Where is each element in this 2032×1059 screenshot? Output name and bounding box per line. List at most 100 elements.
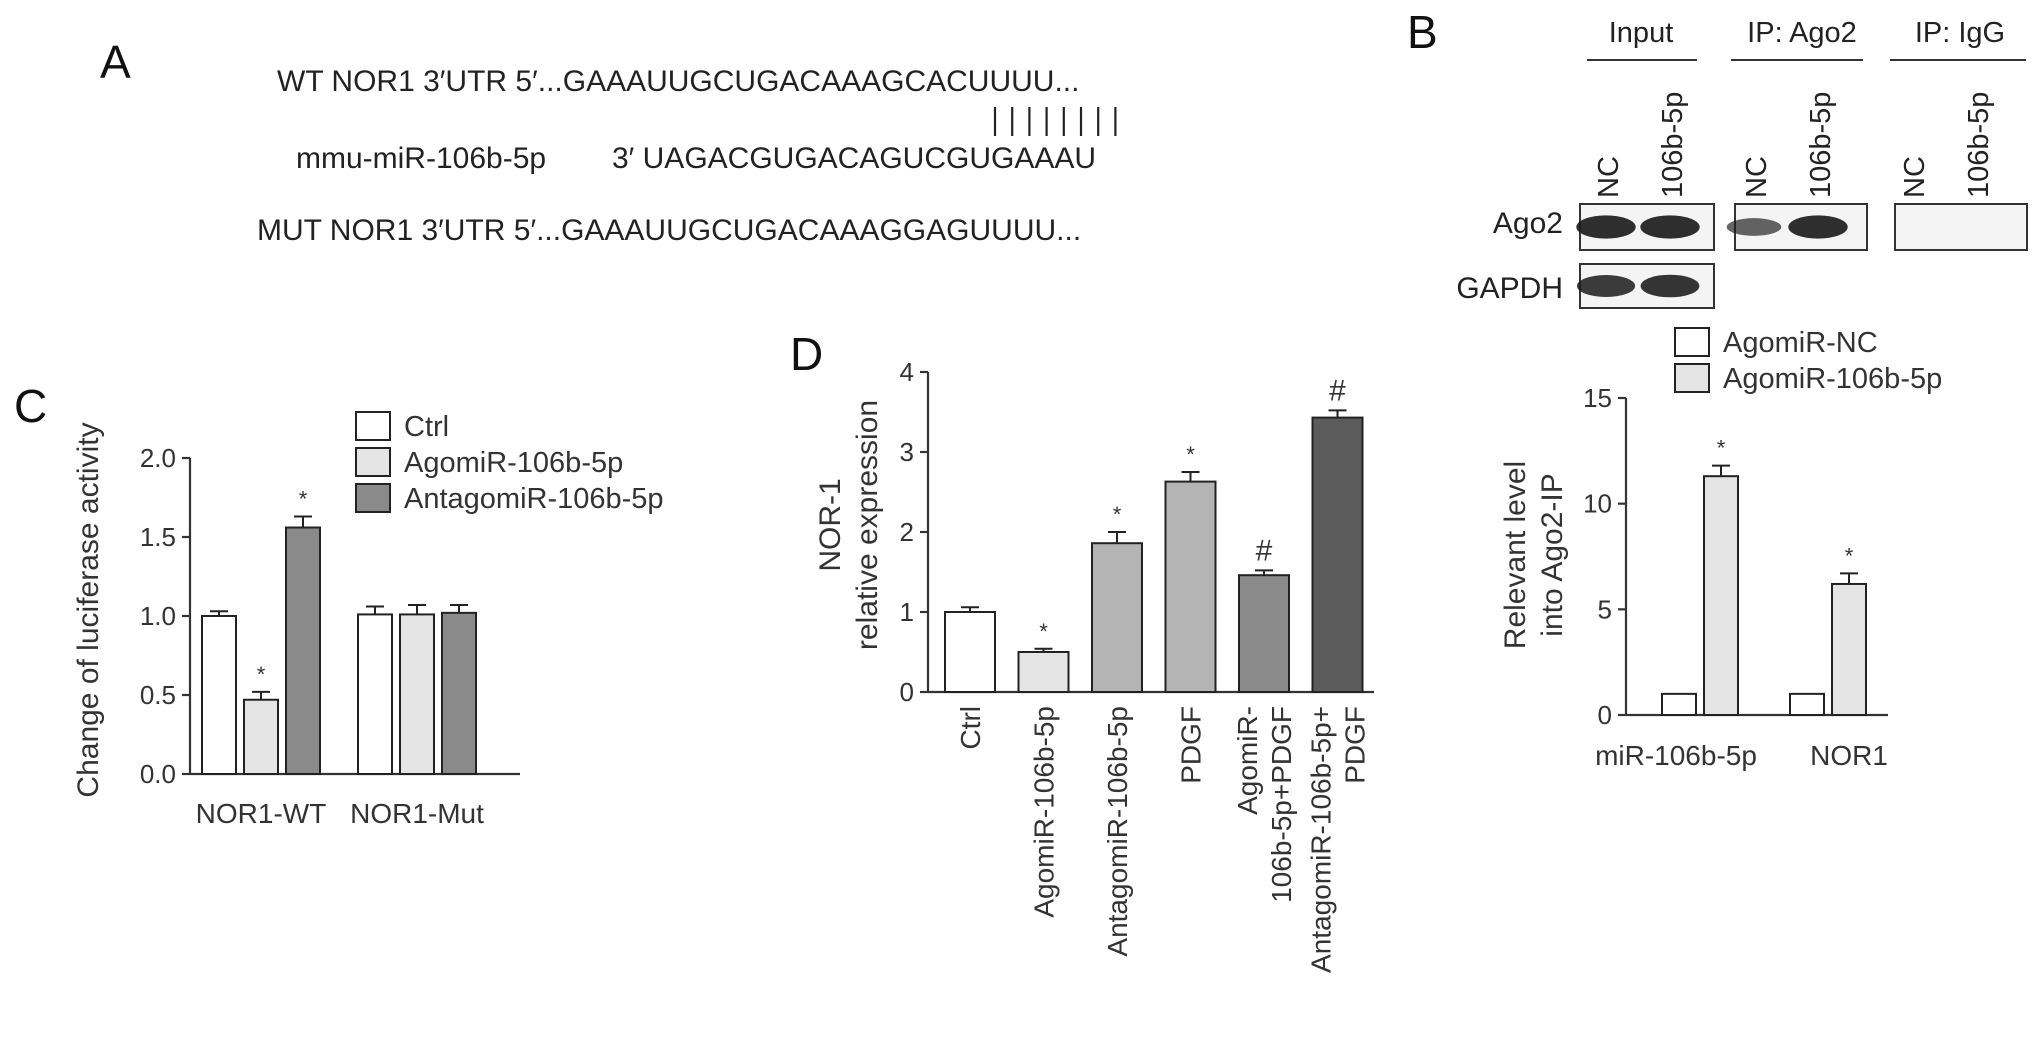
y-tick-label: 1 bbox=[900, 597, 914, 627]
lane-label-106b: 106b-5p bbox=[1963, 92, 1995, 198]
significance-mark: # bbox=[1256, 534, 1273, 567]
chart-d: 0 1 2 3 4 Ctrl * AgomiR-106b-5p * AntagomiR-106b-… bbox=[900, 357, 1374, 973]
d-y-axis-label-line1: NOR-1 bbox=[814, 478, 847, 571]
x-category-label: 106b-5p+PDGF bbox=[1266, 706, 1297, 903]
significance-mark: * bbox=[1186, 442, 1195, 467]
panel-label-b: B bbox=[1407, 6, 1438, 58]
y-tick-label: 1.5 bbox=[140, 522, 176, 552]
bar bbox=[285, 526, 321, 776]
significance-mark: # bbox=[1329, 374, 1346, 407]
y-tick-label: 3 bbox=[900, 437, 914, 467]
blot-band bbox=[1788, 215, 1848, 239]
blot-band bbox=[1576, 215, 1636, 239]
lane-label-nc: NC bbox=[1741, 156, 1773, 198]
blot-band bbox=[1640, 274, 1700, 298]
x-category-label: NOR1-WT bbox=[196, 798, 327, 829]
x-category-label: AgomiR-106b-5p bbox=[1029, 706, 1060, 918]
bar bbox=[1311, 416, 1364, 693]
legend-label: AntagomiR-106b-5p bbox=[404, 483, 664, 515]
bar bbox=[1017, 651, 1070, 693]
blot-frame bbox=[1894, 203, 2028, 251]
b-y-axis-label-line1: Relevant level bbox=[1499, 461, 1532, 649]
significance-mark: * bbox=[1845, 543, 1854, 568]
significance-mark: * bbox=[1113, 502, 1122, 527]
significance-mark: * bbox=[299, 486, 308, 511]
bar bbox=[1238, 574, 1290, 694]
bar bbox=[441, 611, 477, 776]
panel-label-d: D bbox=[790, 328, 823, 380]
x-category-label: AntagomiR-106b-5p+ bbox=[1306, 706, 1337, 973]
significance-mark: * bbox=[257, 662, 266, 687]
wt-sequence: WT NOR1 3′UTR 5′...GAAAUUGCUGACAAAGCACUU… bbox=[277, 65, 1079, 98]
legend-label: AgomiR-NC bbox=[1723, 327, 1878, 359]
bar bbox=[1831, 582, 1867, 716]
panel-label-c: C bbox=[14, 380, 47, 432]
y-tick-label: 4 bbox=[900, 357, 914, 387]
chart-c: 0.0 0.5 1.0 1.5 2.0 * * NOR1-WT NOR1-Mut Ctrl Agom… bbox=[140, 411, 664, 829]
group-label-ip-ago2: IP: Ago2 bbox=[1747, 17, 1857, 49]
x-category-label: AntagomiR-106b-5p bbox=[1102, 706, 1133, 957]
b-y-axis-label-line2: into Ago2-IP bbox=[1536, 473, 1569, 636]
bar bbox=[1164, 480, 1217, 693]
bar bbox=[399, 613, 435, 775]
bar bbox=[1661, 692, 1697, 716]
legend-swatch bbox=[1674, 363, 1710, 393]
blot-band bbox=[1726, 218, 1782, 236]
significance-mark: * bbox=[1717, 436, 1726, 461]
y-tick-label: 10 bbox=[1583, 489, 1612, 519]
bar bbox=[1789, 692, 1825, 716]
x-category-label: AgomiR- bbox=[1232, 706, 1263, 815]
blot-band bbox=[1640, 215, 1700, 239]
lane-label-106b: 106b-5p bbox=[1657, 92, 1689, 198]
western-blots bbox=[1576, 203, 2028, 309]
bar bbox=[201, 615, 237, 775]
mir-sequence: 3′ UAGACGUGACAGUCGUGAAAU bbox=[612, 142, 1096, 175]
y-tick-label: 0 bbox=[900, 677, 914, 707]
x-category-label: NOR1 bbox=[1810, 740, 1888, 771]
bar bbox=[1091, 542, 1143, 694]
group-label-ip-igg: IP: IgG bbox=[1915, 17, 2005, 49]
significance-mark: * bbox=[1039, 619, 1048, 644]
blot-row-label-ago2: Ago2 bbox=[1493, 207, 1563, 240]
panel-b: B Input IP: Ago2 IP: IgG NC 106b-5p NC 1… bbox=[1407, 6, 2028, 309]
bar bbox=[243, 698, 279, 775]
panel-a: A WT NOR1 3′UTR 5′...GAAAUUGCUGACAAAGCAC… bbox=[100, 36, 1117, 247]
y-tick-label: 1.0 bbox=[140, 601, 176, 631]
bar bbox=[944, 611, 996, 693]
legend-swatch bbox=[355, 483, 391, 513]
legend-label: Ctrl bbox=[404, 411, 449, 443]
panel-d: D NOR-1 relative expression 0 1 2 3 4 Ctrl * Ag… bbox=[790, 328, 1374, 973]
lane-label-106b: 106b-5p bbox=[1805, 92, 1837, 198]
x-category-label: PDGF bbox=[1176, 706, 1207, 784]
bar bbox=[1703, 475, 1739, 716]
y-tick-label: 2.0 bbox=[140, 443, 176, 473]
y-tick-label: 5 bbox=[1598, 594, 1612, 624]
y-tick-label: 0.5 bbox=[140, 680, 176, 710]
mir-name: mmu-miR-106b-5p bbox=[296, 142, 546, 175]
y-tick-label: 15 bbox=[1583, 383, 1612, 413]
x-category-label: Ctrl bbox=[955, 706, 986, 750]
legend-swatch bbox=[355, 447, 391, 477]
x-category-label: NOR1-Mut bbox=[350, 798, 484, 829]
legend-swatch bbox=[355, 411, 391, 441]
base-pair-lines bbox=[993, 107, 1117, 136]
lane-label-nc: NC bbox=[1899, 156, 1931, 198]
panel-b-bar: Relevant level into Ago2-IP 0 5 10 15 * * miR-… bbox=[1499, 327, 1942, 771]
legend-label: AgomiR-106b-5p bbox=[1723, 363, 1942, 395]
y-tick-label: 0.0 bbox=[140, 759, 176, 789]
panel-label-a: A bbox=[100, 36, 131, 88]
lane-label-nc: NC bbox=[1593, 156, 1625, 198]
y-tick-label: 0 bbox=[1598, 700, 1612, 730]
c-y-axis-label: Change of luciferase activity bbox=[72, 422, 105, 797]
chart-b-bar: 0 5 10 15 * * miR-106b-5p NOR1 AgomiR-NC AgomiR-1… bbox=[1583, 327, 1942, 771]
blot-row-label-gapdh: GAPDH bbox=[1456, 272, 1563, 305]
group-label-input: Input bbox=[1609, 17, 1674, 49]
y-tick-label: 2 bbox=[900, 517, 914, 547]
x-category-label: miR-106b-5p bbox=[1595, 740, 1757, 771]
bar bbox=[357, 613, 393, 775]
x-category-label: PDGF bbox=[1340, 706, 1371, 784]
panel-c: C Change of luciferase activity 0.0 0.5 1.… bbox=[14, 380, 664, 829]
legend-label: AgomiR-106b-5p bbox=[404, 447, 623, 479]
